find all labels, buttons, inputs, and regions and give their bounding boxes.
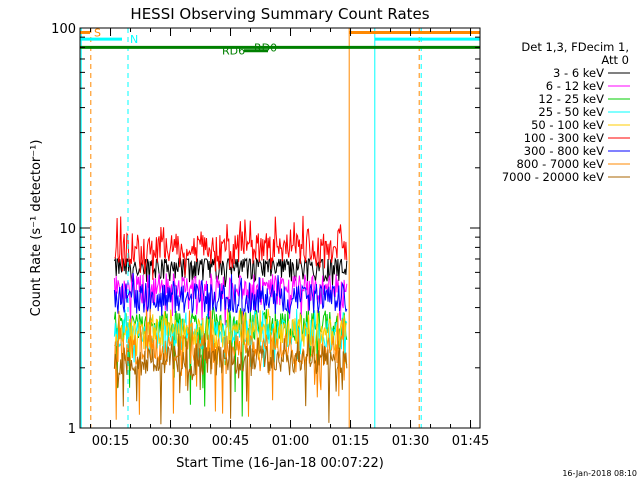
x-axis: 00:15 00:30 00:45 01:00 01:15 01:30 01:45 [90, 28, 489, 449]
flag-bars: S N RD0 RD6 [80, 26, 480, 58]
x-tick-label-2: 00:30 [152, 434, 189, 449]
y-tick-label-3: 100 [51, 22, 76, 37]
flag-label-n: N [130, 33, 138, 46]
x-tick-label-3: 00:45 [212, 434, 249, 449]
legend-label-1: 3 - 6 keV [553, 66, 604, 80]
legend-label-7: 300 - 800 keV [524, 144, 604, 158]
x-tick-label-4: 01:00 [272, 434, 309, 449]
legend-label-3: 12 - 25 keV [538, 92, 604, 106]
series-6 [114, 215, 348, 280]
chart-title: HESSI Observing Summary Count Rates [130, 5, 429, 23]
x-axis-label: Start Time (16-Jan-18 00:07:22) [176, 456, 384, 471]
x-tick-label-5: 01:15 [332, 434, 369, 449]
x-tick-label-7: 01:45 [452, 434, 489, 449]
flag-label-rd0: RD0 [254, 41, 277, 54]
marker-lines [80, 28, 422, 428]
y-axis-label: Count Rate (s⁻¹ detector⁻¹) [29, 140, 44, 317]
legend-label-4: 25 - 50 keV [538, 105, 604, 119]
series-9 [113, 333, 348, 425]
y-tick-label-1: 1 [68, 422, 76, 437]
legend-label-9: 7000 - 20000 keV [502, 170, 604, 184]
legend-label-6: 100 - 300 keV [524, 131, 604, 145]
series-line-9 [113, 333, 348, 425]
legend-header-line-1: Det 1,3, FDecim 1, [521, 40, 629, 54]
footer-timestamp: 16-Jan-2018 08:10 [562, 469, 637, 478]
flag-label-s: S [94, 26, 101, 39]
legend-header-line-2: Att 0 [601, 53, 629, 67]
series-line-6 [114, 215, 348, 280]
series-7 [113, 272, 348, 320]
series-line-7 [113, 272, 348, 320]
y-tick-label-2: 10 [59, 222, 76, 237]
plot-area: S N RD0 RD6 [80, 26, 480, 428]
x-tick-label-6: 01:30 [392, 434, 429, 449]
x-tick-label-1: 00:15 [92, 434, 129, 449]
legend-label-5: 50 - 100 keV [531, 118, 604, 132]
legend-label-8: 800 - 7000 keV [516, 157, 604, 171]
y-axis: 1 10 100 [51, 22, 480, 437]
flag-label-rd6: RD6 [222, 45, 245, 58]
legend-label-2: 6 - 12 keV [546, 79, 604, 93]
